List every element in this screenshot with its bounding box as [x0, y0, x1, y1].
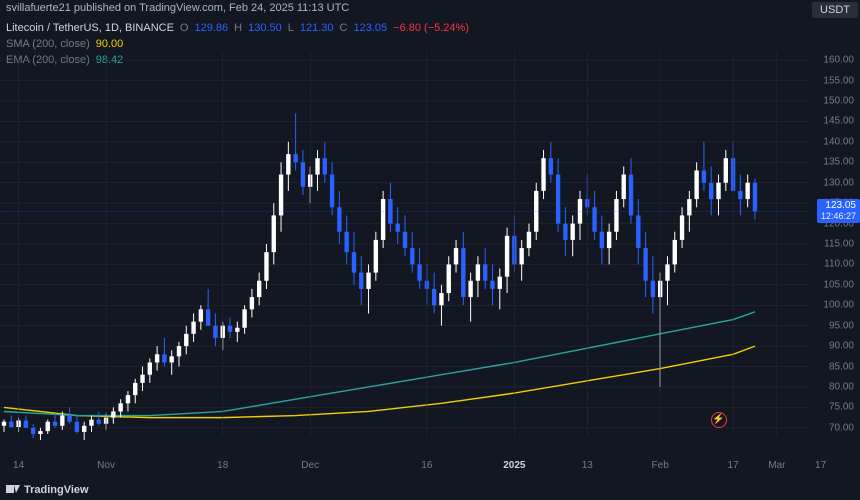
- chart-svg: [0, 20, 810, 460]
- y-tick: 80.00: [829, 381, 854, 392]
- y-tick: 90.00: [829, 341, 854, 352]
- y-tick: 100.00: [823, 300, 854, 311]
- y-tick: 85.00: [829, 361, 854, 372]
- y-tick: 150.00: [823, 96, 854, 107]
- x-tick: 18: [217, 460, 228, 471]
- x-tick: Mar: [768, 460, 785, 471]
- tv-logo-icon: [6, 482, 20, 499]
- y-tick: 105.00: [823, 279, 854, 290]
- publish-bar: svillafuerte21 published on TradingView.…: [0, 0, 860, 18]
- y-tick: 155.00: [823, 75, 854, 86]
- chart-area[interactable]: ⚡: [0, 20, 810, 460]
- y-tick: 135.00: [823, 157, 854, 168]
- y-tick: 75.00: [829, 402, 854, 413]
- y-tick: 130.00: [823, 177, 854, 188]
- y-tick: 140.00: [823, 136, 854, 147]
- price-tag: 123.05 12:46:27: [817, 199, 860, 223]
- x-tick: Feb: [652, 460, 669, 471]
- price-tag-price: 123.05: [821, 200, 856, 211]
- publish-text: svillafuerte21 published on TradingView.…: [6, 2, 349, 14]
- x-tick: 17: [728, 460, 739, 471]
- y-tick: 95.00: [829, 320, 854, 331]
- y-tick: 145.00: [823, 116, 854, 127]
- y-tick: 110.00: [824, 259, 854, 270]
- y-tick: 160.00: [823, 55, 854, 66]
- boost-icon[interactable]: ⚡: [711, 412, 727, 428]
- x-tick: 14: [13, 460, 24, 471]
- quote-badge[interactable]: USDT: [812, 2, 858, 18]
- x-tick: 13: [582, 460, 593, 471]
- x-axis[interactable]: 14Nov18Dec16202513Feb17Mar17: [0, 460, 810, 476]
- chart-root: { "publish": { "text": "svillafuerte21 p…: [0, 0, 860, 500]
- x-tick: Dec: [301, 460, 319, 471]
- footer: TradingView: [0, 480, 95, 500]
- y-axis[interactable]: 70.00 75.00 80.00 85.00 90.00 95.00 100.00 105.…: [810, 20, 860, 460]
- x-tick: 16: [421, 460, 432, 471]
- y-tick: 115.00: [824, 239, 854, 250]
- y-tick: 70.00: [829, 422, 854, 433]
- price-tag-countdown: 12:46:27: [821, 211, 856, 222]
- x-tick: 2025: [503, 460, 525, 471]
- x-tick: 17: [815, 460, 826, 471]
- footer-brand[interactable]: TradingView: [24, 484, 89, 496]
- current-price-line: [0, 211, 810, 212]
- x-tick: Nov: [97, 460, 115, 471]
